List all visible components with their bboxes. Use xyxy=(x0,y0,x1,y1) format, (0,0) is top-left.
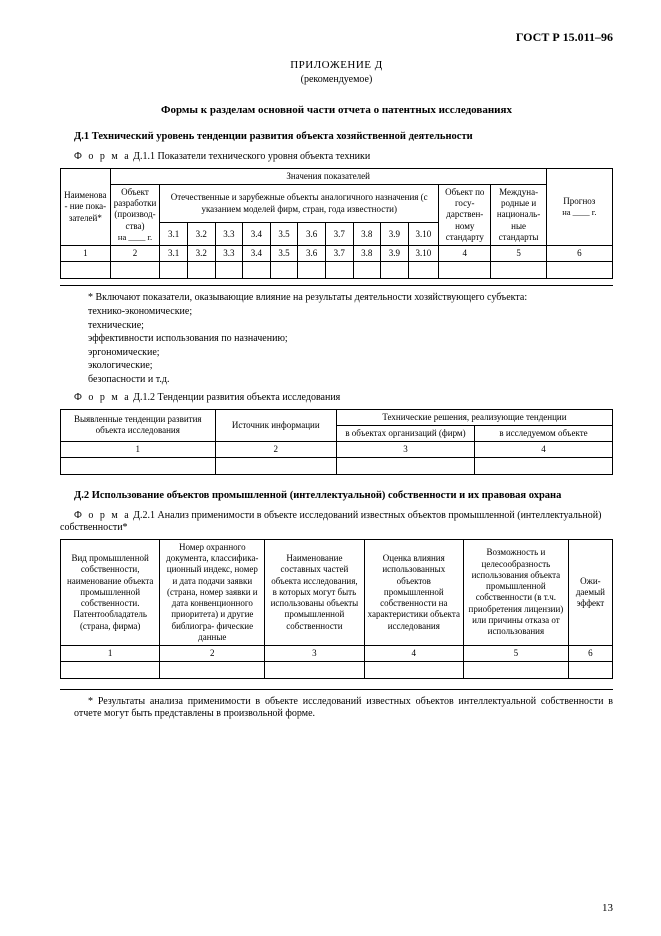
th-name: Наименова- ние пока- зателей* xyxy=(61,168,111,246)
divider-1 xyxy=(60,285,613,286)
t3h5: Возможность и целесообразность использов… xyxy=(463,539,568,645)
th-a37: 3.7 xyxy=(325,223,353,246)
appendix-title: ПРИЛОЖЕНИЕ Д xyxy=(60,59,613,73)
th-values: Значения показателей xyxy=(110,168,546,184)
divider-2 xyxy=(60,689,613,690)
document-id: ГОСТ Р 15.011–96 xyxy=(60,30,613,45)
th-a34: 3.4 xyxy=(243,223,271,246)
th-intl: Междуна- родные и националь- ные стандар… xyxy=(491,184,546,245)
fn-i4: экологические; xyxy=(88,360,613,373)
form-d21-text: Д.2.1 Анализ применимости в объекте иссл… xyxy=(60,510,601,534)
t3n2: 2 xyxy=(160,646,265,662)
table-d11: Наименова- ние пока- зателей* Значения п… xyxy=(60,168,613,279)
th-obj-date: на ____ г. xyxy=(118,232,152,242)
nr2: 2 xyxy=(110,246,160,262)
t2h3: Технические решения, реализующие тенденц… xyxy=(336,409,612,425)
footnote-d21: * Результаты анализа применимости в объе… xyxy=(74,696,613,721)
th-a31: 3.1 xyxy=(160,223,188,246)
footnote-d11-list: технико-экономические; технические; эффе… xyxy=(88,306,613,386)
form-prefix-2: Ф о р м а xyxy=(74,392,131,403)
th-a32: 3.2 xyxy=(187,223,215,246)
nr31: 3.1 xyxy=(160,246,188,262)
form-d21-label: Ф о р м а Д.2.1 Анализ применимости в об… xyxy=(60,510,613,535)
t2n2: 2 xyxy=(215,442,336,458)
numrow-d11: 1 2 3.1 3.2 3.3 3.4 3.5 3.6 3.7 3.8 3.9 … xyxy=(61,246,613,262)
appendix-subtitle: (рекомендуемое) xyxy=(60,74,613,87)
table-d12: Выявленные тенденции развития объекта ис… xyxy=(60,409,613,475)
th-a39: 3.9 xyxy=(381,223,409,246)
nr6: 6 xyxy=(546,246,612,262)
nr36: 3.6 xyxy=(298,246,326,262)
nr4: 4 xyxy=(439,246,491,262)
fn-i0: технико-экономические; xyxy=(88,306,613,319)
t2n1: 1 xyxy=(61,442,216,458)
section-d2-heading: Д.2 Использование объектов промышленной … xyxy=(60,489,613,502)
t3n3: 3 xyxy=(265,646,364,662)
empty-row-d12 xyxy=(61,458,613,474)
t3h6: Ожи- даемый эффект xyxy=(568,539,612,645)
t2n3: 3 xyxy=(336,442,474,458)
th-a33: 3.3 xyxy=(215,223,243,246)
nr39: 3.9 xyxy=(381,246,409,262)
th-a310: 3.10 xyxy=(408,223,438,246)
footnote-d11-lead: * Включают показатели, оказывающие влиян… xyxy=(74,292,613,305)
form-prefix-3: Ф о р м а xyxy=(74,510,131,521)
nr310: 3.10 xyxy=(408,246,438,262)
form-d12-label: Ф о р м а Д.1.2 Тенденции развития объек… xyxy=(60,392,613,405)
t3h1: Вид промышленной собственности, наименов… xyxy=(61,539,160,645)
empty-row-d21 xyxy=(61,662,613,678)
fn-i2: эффективности использования по назначени… xyxy=(88,333,613,346)
fn-i3: эргономические; xyxy=(88,347,613,360)
th-object: Объект разработки (производ- ства) на __… xyxy=(110,184,160,245)
page: ГОСТ Р 15.011–96 ПРИЛОЖЕНИЕ Д (рекоменду… xyxy=(0,0,661,936)
th-prognosis: Прогноз на ____ г. xyxy=(546,168,612,246)
th-analogs: Отечественные и зарубежные объекты анало… xyxy=(160,184,439,223)
nr33: 3.3 xyxy=(215,246,243,262)
form-d11-text: Д.1.1 Показатели технического уровня объ… xyxy=(131,151,371,162)
table-d21: Вид промышленной собственности, наименов… xyxy=(60,539,613,679)
section-d1-heading: Д.1 Технический уровень тенденции развит… xyxy=(60,130,613,143)
th-prog-date: на ____ г. xyxy=(562,207,596,217)
nr37: 3.7 xyxy=(325,246,353,262)
nr35: 3.5 xyxy=(270,246,298,262)
t3h2: Номер охранного документа, классифика- ц… xyxy=(160,539,265,645)
page-number: 13 xyxy=(602,902,613,916)
t2h3a: в объектах организаций (фирм) xyxy=(336,425,474,441)
t3h3: Наименование составных частей объекта ис… xyxy=(265,539,364,645)
t3n1: 1 xyxy=(61,646,160,662)
t2h3b: в исследуемом объекте xyxy=(474,425,612,441)
fn-i1: технические; xyxy=(88,320,613,333)
th-gos: Объект по госу- дарствен- ному стандарту xyxy=(439,184,491,245)
nr32: 3.2 xyxy=(187,246,215,262)
t2h1: Выявленные тенденции развития объекта ис… xyxy=(61,409,216,442)
th-obj-text: Объект разработки (производ- ства) xyxy=(114,187,157,231)
form-d12-text: Д.1.2 Тенденции развития объекта исследо… xyxy=(131,392,341,403)
nr5: 5 xyxy=(491,246,546,262)
th-a35: 3.5 xyxy=(270,223,298,246)
t3n4: 4 xyxy=(364,646,463,662)
forms-title: Формы к разделам основной части отчета о… xyxy=(60,104,613,118)
th-prog-text: Прогноз xyxy=(563,196,595,206)
numrow-d12: 1 2 3 4 xyxy=(61,442,613,458)
th-a38: 3.8 xyxy=(353,223,381,246)
t3n5: 5 xyxy=(463,646,568,662)
fn-i5: безопасности и т.д. xyxy=(88,374,613,387)
numrow-d21: 1 2 3 4 5 6 xyxy=(61,646,613,662)
form-d11-label: Ф о р м а Д.1.1 Показатели технического … xyxy=(60,151,613,164)
t2n4: 4 xyxy=(474,442,612,458)
nr38: 3.8 xyxy=(353,246,381,262)
th-a36: 3.6 xyxy=(298,223,326,246)
nr1: 1 xyxy=(61,246,111,262)
t2h2: Источник информации xyxy=(215,409,336,442)
nr34: 3.4 xyxy=(243,246,271,262)
form-prefix: Ф о р м а xyxy=(74,151,131,162)
t3h4: Оценка влияния использованных объектов п… xyxy=(364,539,463,645)
empty-row-d11 xyxy=(61,262,613,278)
t3n6: 6 xyxy=(568,646,612,662)
